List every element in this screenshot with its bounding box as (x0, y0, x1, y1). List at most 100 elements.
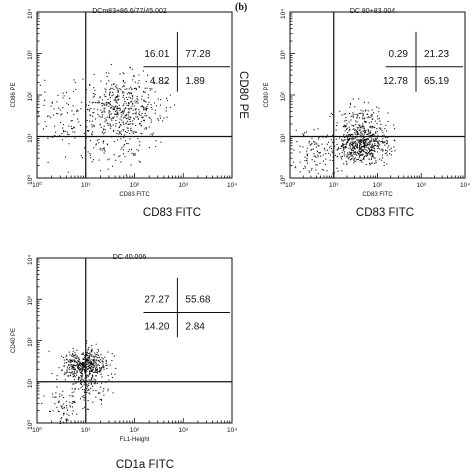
event-dot (351, 133, 353, 135)
event-dot (74, 375, 76, 377)
event-dot (91, 354, 93, 356)
event-dot (92, 112, 94, 114)
event-dot (125, 140, 127, 142)
event-dot (91, 359, 93, 361)
event-dot (90, 363, 92, 365)
event-dot (67, 409, 69, 411)
event-dot (345, 117, 347, 119)
event-dot (95, 396, 97, 398)
event-dot (80, 383, 82, 385)
event-dot (71, 353, 73, 355)
event-dot (91, 370, 93, 372)
event-dot (135, 109, 137, 111)
event-dot (359, 112, 361, 114)
event-dot (107, 390, 109, 392)
event-dot (353, 158, 355, 160)
event-dot (80, 398, 82, 400)
event-dot (353, 145, 355, 147)
event-dot (363, 145, 365, 147)
event-dot (75, 382, 77, 384)
event-dot (375, 139, 377, 141)
event-dot (102, 129, 104, 131)
event-dot (104, 129, 106, 131)
event-dot (344, 130, 346, 132)
event-dot (363, 143, 365, 145)
event-dot (355, 129, 357, 131)
event-dot (363, 118, 365, 120)
event-dot (125, 107, 127, 109)
event-dot (58, 367, 60, 369)
event-dot (69, 97, 71, 99)
event-dot (52, 393, 54, 395)
event-dot (113, 116, 115, 118)
event-dot (115, 110, 117, 112)
event-dot (88, 359, 90, 361)
event-dot (135, 132, 137, 134)
event-dot (323, 169, 325, 171)
event-dot (145, 109, 147, 111)
event-dot (321, 168, 323, 170)
y-tick-label: 10⁰ (279, 175, 287, 185)
event-dot (86, 380, 88, 382)
event-dot (123, 129, 125, 131)
event-dot (137, 102, 139, 104)
event-dot (100, 116, 102, 118)
event-dot (336, 125, 338, 127)
event-dot (60, 121, 62, 123)
event-dot (351, 141, 353, 143)
x-tick-label: 10² (130, 182, 140, 189)
event-dot (112, 124, 114, 126)
event-dot (90, 361, 92, 363)
event-dot (364, 142, 366, 144)
event-dot (123, 111, 125, 113)
event-dot (375, 160, 377, 162)
event-dot (95, 369, 97, 371)
event-dot (109, 92, 111, 94)
event-dot (382, 135, 384, 137)
event-dot (90, 157, 92, 159)
event-dot (363, 140, 365, 142)
event-dot (88, 384, 90, 386)
event-dot (160, 104, 162, 106)
y-tick-label: 10⁰ (26, 420, 34, 430)
event-dot (351, 143, 353, 145)
event-dot (88, 356, 90, 358)
event-dot (99, 361, 101, 363)
event-dot (104, 132, 106, 134)
event-dot (355, 153, 357, 155)
event-dot (311, 148, 313, 150)
event-dot (75, 88, 77, 90)
event-dot (88, 392, 90, 394)
event-dot (123, 108, 125, 110)
event-dot (97, 357, 99, 359)
event-dot (84, 370, 86, 372)
event-dot (140, 106, 142, 108)
event-dot (84, 377, 86, 379)
event-dot (62, 97, 64, 99)
event-dot (75, 422, 77, 424)
quadrant-lower-left-value: 12.78 (383, 76, 408, 87)
event-dot (352, 146, 354, 148)
event-dot (84, 392, 86, 394)
event-dot (105, 362, 107, 364)
event-dot (135, 89, 137, 91)
event-dot (135, 108, 137, 110)
event-dot (83, 397, 85, 399)
event-dot (76, 110, 78, 112)
event-dot (116, 116, 118, 118)
event-dot (363, 133, 365, 135)
event-dot (122, 122, 124, 124)
event-dot (152, 132, 154, 134)
event-dot (92, 359, 94, 361)
event-dot (97, 109, 99, 111)
event-dot (77, 363, 79, 365)
event-dot (83, 399, 85, 401)
event-dot (79, 377, 81, 379)
event-dot (364, 129, 366, 131)
event-dot (103, 394, 105, 396)
event-dot (358, 127, 360, 129)
event-dot (73, 383, 75, 385)
event-dot (352, 115, 354, 117)
event-dot (123, 110, 125, 112)
event-dot (148, 117, 150, 119)
